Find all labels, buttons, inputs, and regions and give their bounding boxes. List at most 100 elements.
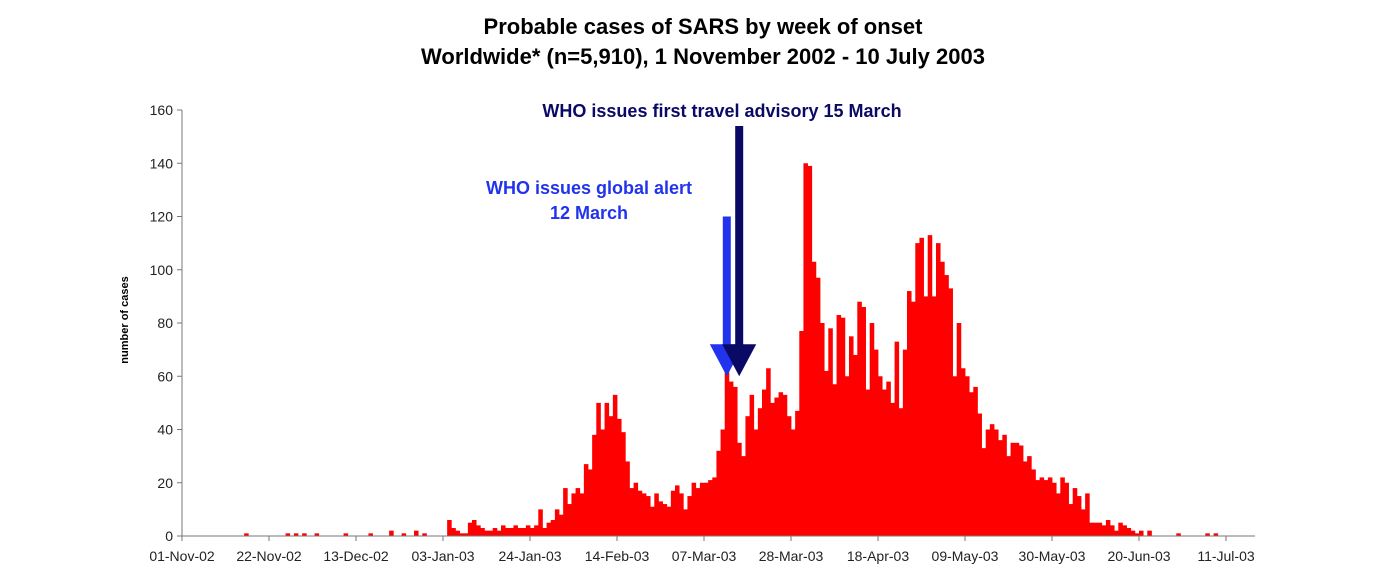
bar <box>861 307 866 536</box>
bar <box>940 261 945 536</box>
bar <box>637 490 643 536</box>
x-tick-label: 07-Mar-03 <box>672 548 737 564</box>
bar <box>815 277 821 536</box>
bar <box>650 506 655 536</box>
bar <box>720 429 726 536</box>
bar <box>886 381 891 536</box>
bar <box>567 504 572 536</box>
global-alert-arrow <box>709 216 744 377</box>
bar <box>998 440 1003 536</box>
bar <box>505 528 510 536</box>
bar <box>583 464 589 536</box>
bar <box>927 235 933 536</box>
y-tick-label: 140 <box>150 155 174 171</box>
bar <box>882 389 887 536</box>
bar <box>704 482 709 536</box>
bar <box>1027 456 1032 537</box>
bar <box>538 509 543 537</box>
bar <box>981 448 987 536</box>
x-tick-label: 03-Jan-03 <box>411 548 474 564</box>
bar <box>1006 456 1011 537</box>
bar <box>608 416 614 536</box>
bar <box>612 394 618 536</box>
bar <box>952 376 958 536</box>
bar <box>716 450 721 536</box>
bar <box>571 493 576 536</box>
y-tick-label: 120 <box>150 209 174 225</box>
bar <box>542 528 547 536</box>
global-alert-date: 12 March <box>550 203 628 223</box>
bar <box>554 509 560 537</box>
axes-group: 0 20 40 60 80 100 120 140 160 01-Nov-02 22-Nov-02 1… <box>149 102 1255 564</box>
x-tick-label: 13-Dec-02 <box>323 548 389 564</box>
bar <box>1002 434 1007 536</box>
y-tick-label: 80 <box>157 315 173 331</box>
bar <box>791 429 796 536</box>
bar <box>389 530 394 536</box>
bar <box>1039 477 1045 536</box>
bar <box>745 416 750 536</box>
bar <box>956 323 962 536</box>
bar <box>588 469 593 536</box>
y-tick-label: 0 <box>165 528 173 544</box>
bar <box>915 243 920 537</box>
travel-advisory-arrow <box>722 126 757 377</box>
bar <box>712 477 717 536</box>
bar <box>293 533 299 536</box>
x-tick-label: 09-May-03 <box>932 548 999 564</box>
bar <box>699 482 705 536</box>
bar <box>989 424 995 536</box>
chart-title: Probable cases of SARS by week of onset <box>484 14 924 39</box>
bar <box>766 368 771 536</box>
bar <box>679 493 684 536</box>
bar <box>492 528 498 536</box>
bar <box>828 328 833 536</box>
bar <box>824 370 829 536</box>
bar <box>786 416 792 536</box>
bar <box>463 533 469 536</box>
bar <box>1114 530 1119 536</box>
bar <box>467 522 473 536</box>
bar <box>1176 533 1181 536</box>
bar <box>1134 533 1140 536</box>
bar <box>451 528 456 536</box>
bar <box>1047 477 1053 536</box>
bar <box>1014 442 1020 536</box>
bar <box>1085 493 1090 536</box>
bar <box>314 533 320 536</box>
bar <box>878 376 883 536</box>
x-tick-label: 22-Nov-02 <box>236 548 302 564</box>
bar <box>1043 480 1049 536</box>
bar <box>799 330 804 536</box>
bar <box>285 533 291 536</box>
bar <box>898 408 904 536</box>
bar <box>857 301 862 536</box>
bar <box>894 341 900 536</box>
bar <box>1010 442 1016 536</box>
bar <box>919 237 924 537</box>
bar <box>1213 533 1219 536</box>
bar <box>546 522 552 536</box>
x-tick-label: 20-Jun-03 <box>1107 548 1170 564</box>
bar <box>753 429 759 536</box>
bar <box>774 397 779 536</box>
bar <box>579 493 585 536</box>
bar <box>509 528 514 536</box>
bar <box>1023 461 1028 536</box>
bar <box>368 533 373 536</box>
bar <box>931 296 937 537</box>
bar <box>1035 480 1040 536</box>
y-tick-label: 160 <box>150 102 174 118</box>
bar <box>621 432 626 536</box>
bar <box>302 533 307 536</box>
bar <box>849 336 854 536</box>
bar <box>517 528 523 536</box>
bar <box>762 389 767 536</box>
y-tick-label: 20 <box>157 475 173 491</box>
bar <box>683 509 688 537</box>
bar <box>853 354 858 536</box>
bar <box>414 530 419 536</box>
bar <box>244 533 249 536</box>
bar <box>559 514 564 536</box>
bar <box>641 493 647 536</box>
